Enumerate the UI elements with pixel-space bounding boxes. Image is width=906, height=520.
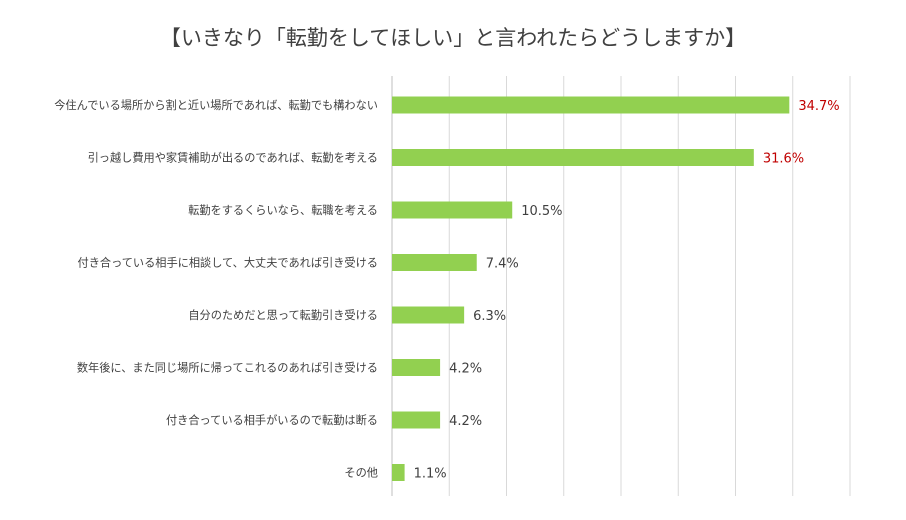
grid-lines xyxy=(391,76,851,496)
labels: 今住んでいる場所から割と近い場所であれば、転勤でも構わない 34.7% 引っ越し費用… xyxy=(54,98,839,482)
category-label: 付き合っている相手に相談して、大丈夫であれば引き受ける xyxy=(78,256,379,270)
data-label: 4.2% xyxy=(449,362,482,377)
data-label: 10.5% xyxy=(521,204,562,219)
bar xyxy=(392,411,441,429)
category-label: その他 xyxy=(344,467,378,480)
data-label: 7.4% xyxy=(486,257,519,272)
bars xyxy=(392,96,790,481)
category-label: 転勤をするくらいなら、転職を考える xyxy=(188,204,378,217)
data-label: 6.3% xyxy=(473,309,506,324)
bar xyxy=(392,149,754,166)
bar xyxy=(392,306,465,324)
bar xyxy=(392,254,477,271)
bar xyxy=(392,201,513,219)
data-label: 34.7% xyxy=(798,99,839,114)
category-label: 引っ越し費用や家賃補助が出るのであれば、転勤を考える xyxy=(88,151,378,165)
category-label: 自分のためだと思って転勤引き受ける xyxy=(188,308,378,322)
category-label: 今住んでいる場所から割と近い場所であれば、転勤でも構わない xyxy=(54,98,378,112)
chart-title: 【いきなり「転勤をしてほしい」と言われたらどうしますか】 xyxy=(159,26,747,50)
bar xyxy=(392,96,790,114)
data-label: 31.6% xyxy=(763,152,804,167)
category-label: 数年後に、また同じ場所に帰ってこれるのあれば引き受ける xyxy=(77,361,378,375)
bar xyxy=(392,464,405,481)
data-label: 4.2% xyxy=(449,414,482,429)
data-label: 1.1% xyxy=(414,467,447,482)
bar xyxy=(392,359,441,376)
category-label: 付き合っている相手がいるので転勤は断る xyxy=(166,413,378,427)
